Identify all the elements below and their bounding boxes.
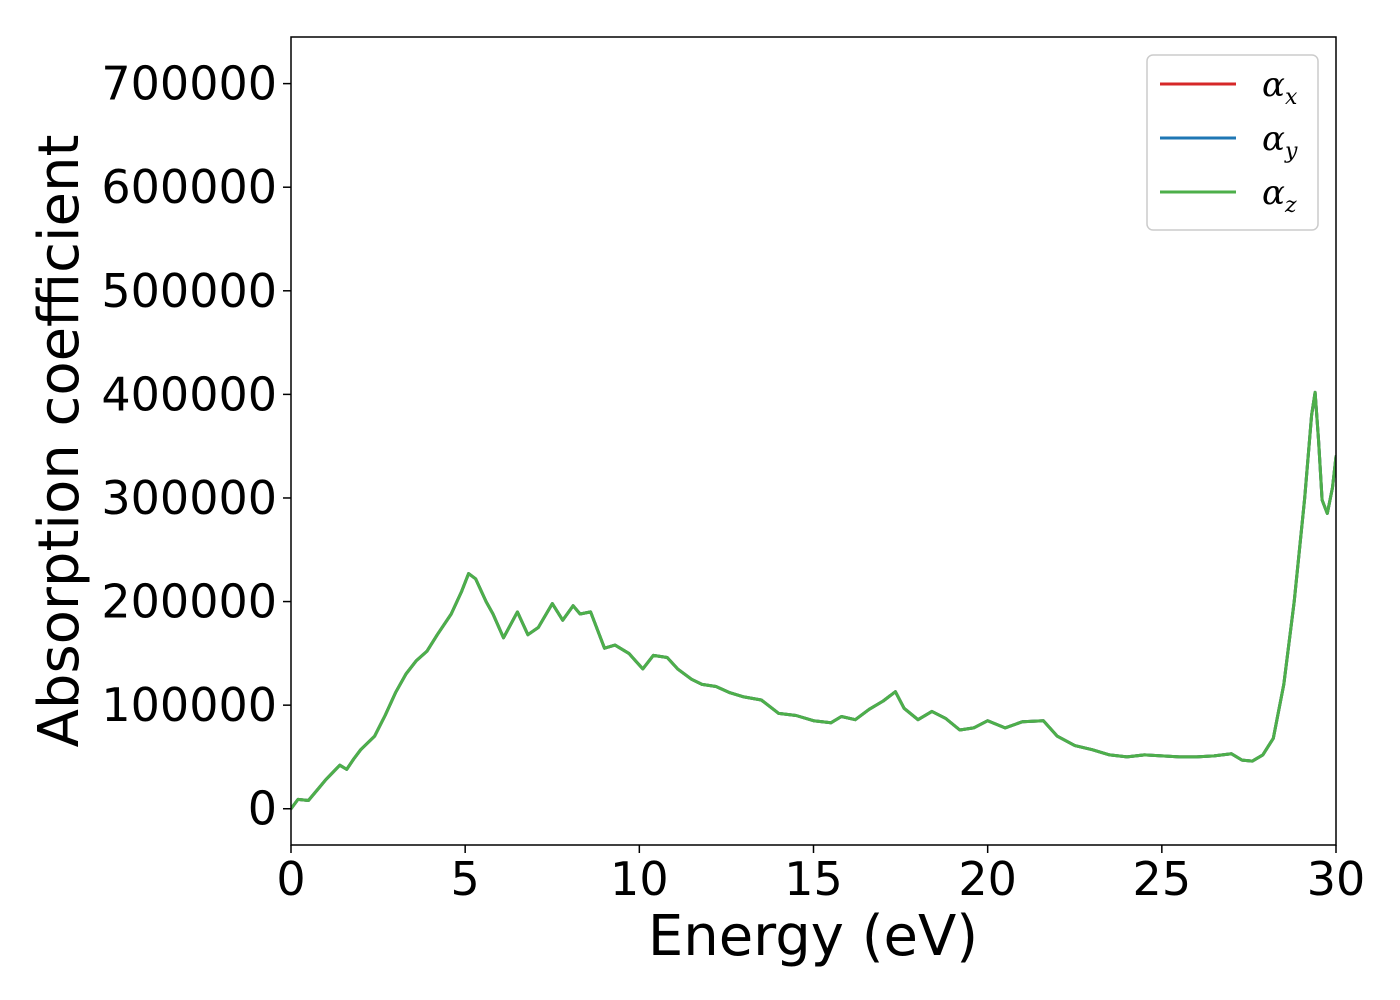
y-tick-label: 0	[248, 782, 277, 836]
y-tick-label: 300000	[101, 471, 277, 525]
legend-label: αx	[1262, 65, 1298, 110]
y-tick-label: 200000	[101, 575, 277, 629]
y-tick-label: 500000	[101, 264, 277, 318]
x-tick-label: 25	[1133, 852, 1192, 906]
legend-subscript: x	[1285, 85, 1298, 110]
x-tick-label: 20	[958, 852, 1017, 906]
x-tick-label: 5	[451, 852, 480, 906]
x-axis-label: Energy (eV)	[648, 904, 978, 969]
x-tick-label: 30	[1307, 852, 1366, 906]
y-axis-label: Absorption coefficient	[27, 135, 92, 748]
y-tick-label: 600000	[101, 160, 277, 214]
x-axis-ticks: 0 5 10 15 20 25 30	[276, 845, 1365, 906]
series-line-2	[291, 390, 1336, 811]
legend-box	[1146, 54, 1319, 231]
x-tick-label: 10	[610, 852, 669, 906]
legend-subscript: z	[1284, 193, 1297, 218]
x-tick-label: 15	[784, 852, 843, 906]
y-axis-ticks: 0 100000 200000 300000 400000 500000 600000 700…	[101, 57, 291, 836]
series-line-0	[291, 390, 1336, 811]
y-tick-label: 100000	[101, 678, 277, 732]
series-layer	[291, 390, 1336, 811]
y-tick-label: 700000	[101, 57, 277, 111]
y-tick-label: 400000	[101, 367, 277, 421]
legend-label: αy	[1262, 119, 1298, 164]
series-line-1	[291, 390, 1336, 811]
x-tick-label: 0	[276, 852, 305, 906]
legend-subscript: y	[1284, 139, 1298, 164]
